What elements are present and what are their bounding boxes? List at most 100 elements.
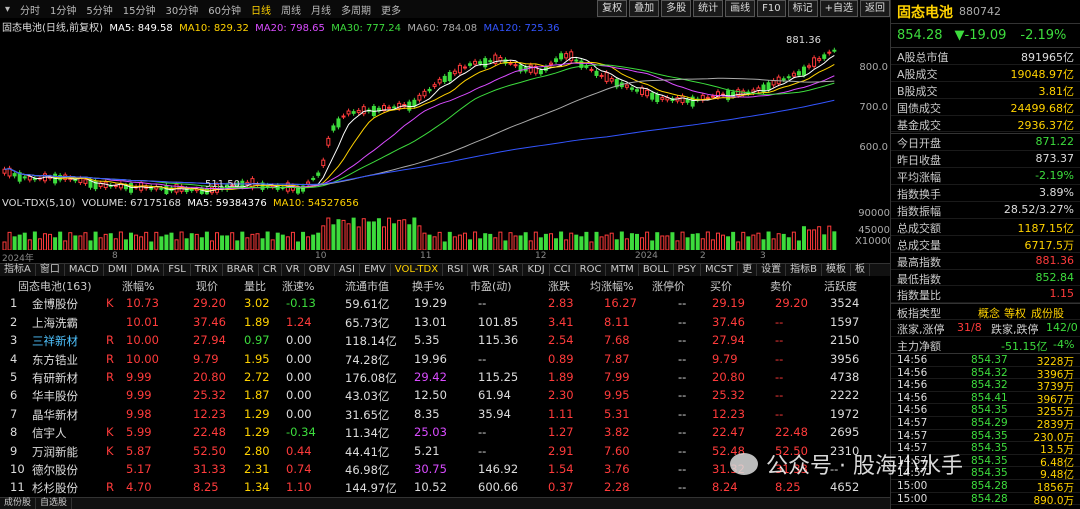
volume-bar bbox=[154, 231, 159, 250]
col-header-1[interactable]: 涨幅% bbox=[122, 280, 155, 293]
indicator-tab-3[interactable]: DMI bbox=[104, 264, 133, 276]
plate-type-equal[interactable]: 等权 bbox=[1004, 307, 1026, 321]
indicator-tab-12[interactable]: EMV bbox=[360, 264, 391, 276]
period-60min[interactable]: 60分钟 bbox=[208, 5, 241, 17]
candle bbox=[822, 54, 827, 59]
multi-stock-button[interactable]: 多股 bbox=[661, 0, 692, 17]
mark-button[interactable]: 标记 bbox=[787, 0, 818, 17]
table-row[interactable]: 6 华丰股份 9.99 25.32 1.87 0.00 43.03亿 12.50 61.94 2.… bbox=[0, 386, 890, 404]
tick-p: 854.28 bbox=[971, 479, 1008, 492]
period-monthly[interactable]: 月线 bbox=[310, 5, 331, 17]
table-row[interactable]: 9 万润新能 K 5.87 52.50 2.80 0.44 44.41亿 5.21 -- 2.91 7… bbox=[0, 442, 890, 460]
table-row[interactable]: 4 东方锆业 R 10.00 9.79 1.95 0.00 74.28亿 19.96 -- 0.89… bbox=[0, 350, 890, 368]
indicator-tab-19[interactable]: ROC bbox=[576, 264, 607, 276]
candle bbox=[538, 70, 543, 75]
table-row[interactable]: 1 金博股份 K 10.73 29.20 3.02 -0.13 59.61亿 19.29 -- 2.… bbox=[0, 294, 890, 312]
indicator-tab-2[interactable]: MACD bbox=[65, 264, 104, 276]
period-1min[interactable]: 1分钟 bbox=[50, 5, 77, 17]
indicator-tab-20[interactable]: MTM bbox=[606, 264, 639, 276]
col-header-2[interactable]: 现价 bbox=[196, 280, 218, 293]
candle bbox=[437, 78, 442, 84]
indicator-tab-8[interactable]: CR bbox=[259, 264, 282, 276]
tick-p: 854.29 bbox=[971, 417, 1008, 429]
period-more[interactable]: 更多 bbox=[380, 5, 401, 17]
indicator-tab-28[interactable]: 板 bbox=[851, 264, 870, 276]
indicator-tab-25[interactable]: 设置 bbox=[757, 264, 787, 276]
tab-constituents[interactable]: 成份股 bbox=[0, 498, 37, 509]
f10-button[interactable]: F10 bbox=[757, 0, 786, 17]
col-header-0[interactable]: 固态电池(163) bbox=[18, 280, 92, 293]
table-row[interactable]: 8 信宇人 K 5.99 22.48 1.29 -0.34 11.34亿 25.03 -- 1.27… bbox=[0, 423, 890, 441]
col-header-12[interactable]: 卖价 bbox=[770, 280, 792, 293]
col-header-5[interactable]: 流通市值 bbox=[345, 280, 389, 293]
draw-button[interactable]: 画线 bbox=[725, 0, 756, 17]
indicator-tab-10[interactable]: OBV bbox=[305, 264, 335, 276]
period-weekly[interactable]: 周线 bbox=[280, 5, 301, 17]
indicator-tab-24[interactable]: 更 bbox=[738, 264, 758, 276]
col-header-6[interactable]: 换手% bbox=[412, 280, 445, 293]
cell-turn: 30.75 bbox=[414, 461, 447, 476]
indicator-tab-14[interactable]: RSI bbox=[443, 264, 469, 276]
indicator-tab-13[interactable]: VOL-TDX bbox=[391, 264, 444, 276]
indicator-tab-27[interactable]: 模板 bbox=[822, 264, 851, 276]
indicator-tab-22[interactable]: PSY bbox=[674, 264, 702, 276]
tick-list[interactable]: 14:56 854.37 3228万 14:56 854.32 3396万 14:56 854… bbox=[891, 354, 1080, 507]
volume-bar bbox=[609, 232, 614, 250]
tick-v: 6.48亿 bbox=[1040, 456, 1074, 469]
col-header-11[interactable]: 买价 bbox=[710, 280, 732, 293]
candlestick-chart[interactable] bbox=[0, 30, 860, 195]
period-multi[interactable]: 多周期 bbox=[340, 5, 371, 17]
adjust-button[interactable]: 复权 bbox=[597, 0, 628, 17]
volume-bar bbox=[22, 232, 27, 250]
col-header-8[interactable]: 涨跌 bbox=[548, 280, 570, 293]
plate-type-components[interactable]: 成份股 bbox=[1031, 307, 1064, 321]
period-dropdown-icon[interactable]: ▾ bbox=[5, 3, 11, 15]
col-header-10[interactable]: 涨停价 bbox=[652, 280, 685, 293]
candle bbox=[27, 176, 32, 181]
period-5min[interactable]: 5分钟 bbox=[86, 5, 113, 17]
indicator-tab-1[interactable]: 窗口 bbox=[36, 264, 65, 276]
vol-ma5: MA5: 59384376 bbox=[187, 198, 267, 209]
volume-chart[interactable] bbox=[0, 210, 860, 250]
indicator-tab-0[interactable]: 指标A bbox=[0, 264, 36, 276]
plate-type-concept[interactable]: 概念 bbox=[978, 307, 1000, 321]
table-row[interactable]: 5 有研新材 R 9.99 20.80 2.72 0.00 176.08亿 29.42 115.2… bbox=[0, 368, 890, 386]
col-header-9[interactable]: 均涨幅% bbox=[590, 280, 634, 293]
indicator-tab-11[interactable]: ASI bbox=[335, 264, 360, 276]
indicator-tab-15[interactable]: WR bbox=[468, 264, 495, 276]
table-row[interactable]: 2 上海洗霸 10.01 37.46 1.89 1.24 65.73亿 13.01 101.85… bbox=[0, 313, 890, 331]
table-row[interactable]: 3 三祥新材 R 10.00 27.94 0.97 0.00 118.14亿 5.35 115.3… bbox=[0, 331, 890, 349]
period-daily[interactable]: 日线 bbox=[250, 5, 271, 17]
table-row[interactable]: 11 杉杉股份 R 4.70 8.25 1.34 1.10 144.97亿 10.52 600.6… bbox=[0, 478, 890, 496]
indicator-tab-6[interactable]: TRIX bbox=[191, 264, 223, 276]
indicator-tab-26[interactable]: 指标B bbox=[786, 264, 822, 276]
indicator-tab-23[interactable]: MCST bbox=[701, 264, 739, 276]
overlay-button[interactable]: 叠加 bbox=[629, 0, 660, 17]
indicator-tab-9[interactable]: VR bbox=[282, 264, 305, 276]
cell-lim: -- bbox=[678, 351, 687, 366]
candle bbox=[488, 60, 493, 63]
stats-button[interactable]: 统计 bbox=[693, 0, 724, 17]
indicator-tab-7[interactable]: BRAR bbox=[223, 264, 259, 276]
indicator-tab-18[interactable]: CCI bbox=[550, 264, 576, 276]
indicator-tab-21[interactable]: BOLL bbox=[639, 264, 674, 276]
candle bbox=[640, 87, 645, 95]
period-minute[interactable]: 分时 bbox=[20, 5, 41, 17]
indicator-tab-4[interactable]: DMA bbox=[132, 264, 165, 276]
col-header-3[interactable]: 量比 bbox=[244, 280, 266, 293]
table-row[interactable]: 7 晶华新材 9.98 12.23 1.29 0.00 31.65亿 8.35 35.94 1.1… bbox=[0, 405, 890, 423]
cell-pe: 101.85 bbox=[478, 314, 519, 329]
indicator-tab-5[interactable]: FSL bbox=[164, 264, 191, 276]
period-15min[interactable]: 15分钟 bbox=[122, 5, 156, 17]
indicator-tab-17[interactable]: KDJ bbox=[523, 264, 550, 276]
col-header-7[interactable]: 市盈(动) bbox=[470, 280, 512, 293]
table-row[interactable]: 10 德尔股份 5.17 31.33 2.31 0.74 46.98亿 30.75 146.92… bbox=[0, 460, 890, 478]
candle bbox=[660, 97, 665, 100]
period-30min[interactable]: 30分钟 bbox=[165, 5, 199, 17]
add-watchlist-button[interactable]: +自选 bbox=[819, 0, 858, 17]
indicator-tab-16[interactable]: SAR bbox=[494, 264, 524, 276]
tab-watchlist[interactable]: 自选股 bbox=[36, 498, 73, 509]
col-header-13[interactable]: 活跃度 bbox=[824, 280, 857, 293]
back-button[interactable]: 返回 bbox=[860, 0, 890, 17]
col-header-4[interactable]: 涨速% bbox=[282, 280, 315, 293]
